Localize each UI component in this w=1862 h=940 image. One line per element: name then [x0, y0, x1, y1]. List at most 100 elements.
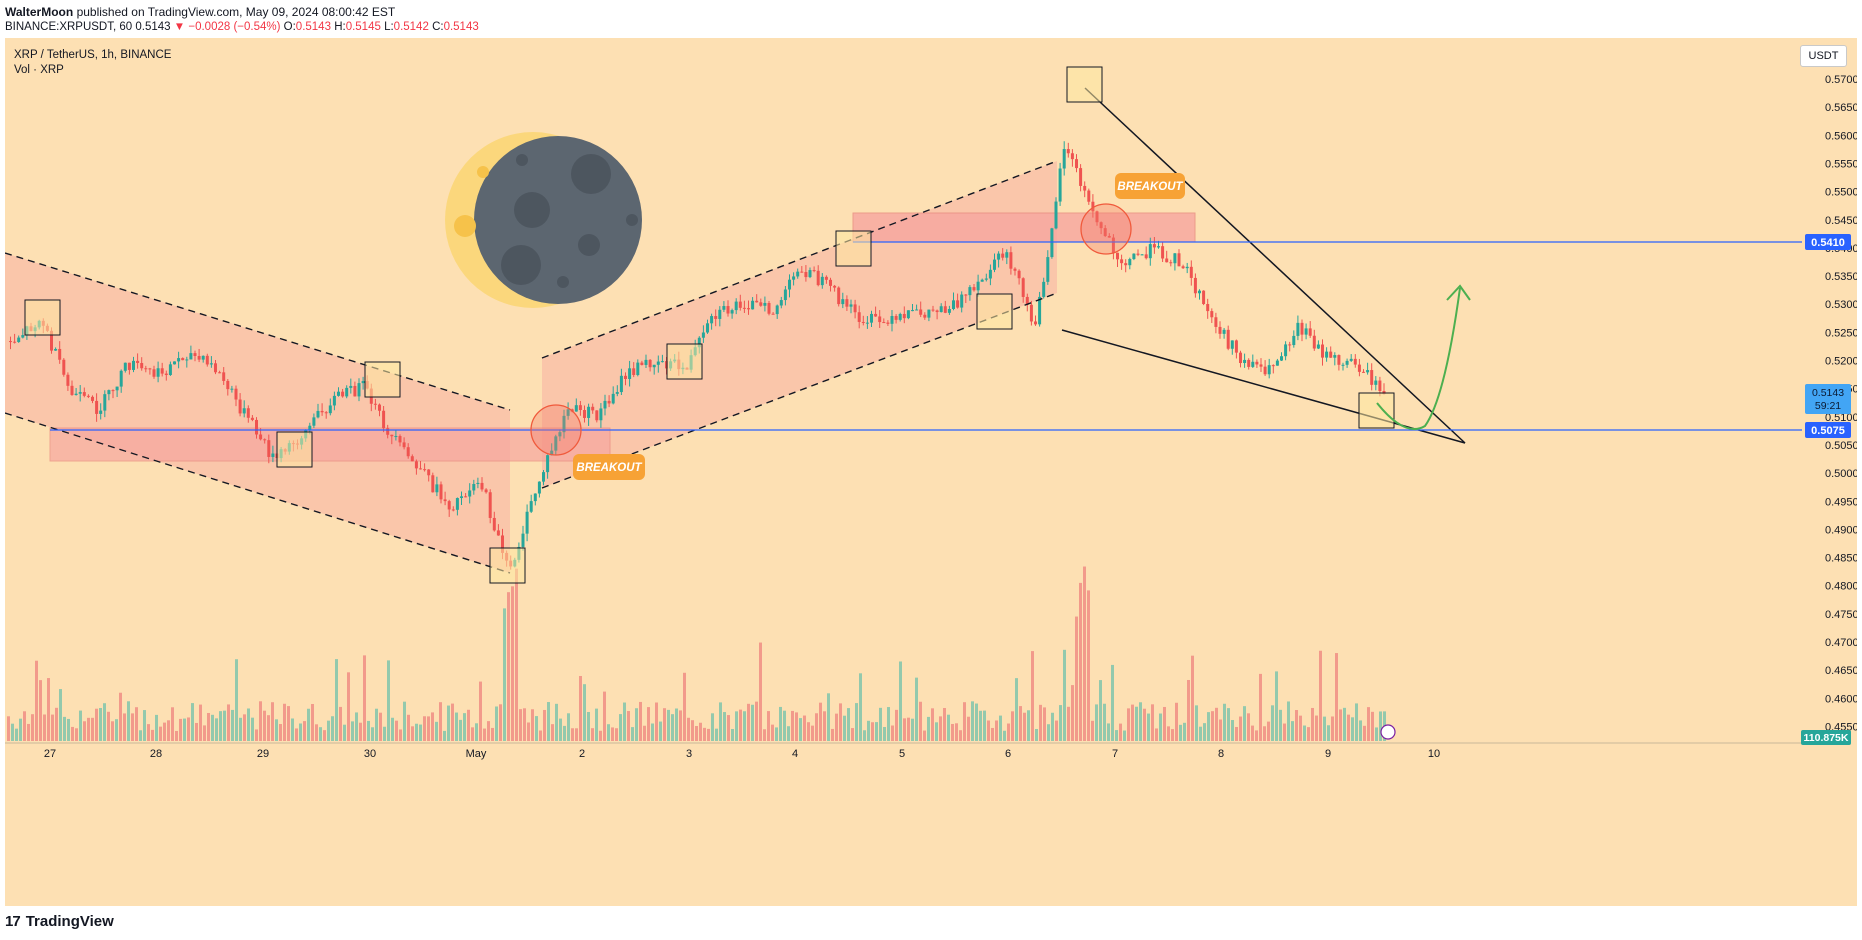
volume-bar [43, 714, 46, 741]
candle-body [1001, 253, 1005, 258]
candle-body [177, 358, 181, 362]
candle-body [537, 481, 541, 494]
candle-body [1234, 340, 1238, 353]
candle-body [386, 428, 390, 435]
volume-bar [1123, 730, 1126, 741]
candle-body [521, 533, 525, 547]
price-chart[interactable]: BREAKOUT BREAKOUT 0.5700 0.5650 0.5600 0.555… [5, 38, 1857, 906]
volume-bar [951, 723, 954, 741]
candle-body [496, 530, 500, 536]
volume-bar [1187, 679, 1190, 741]
volume-bar [939, 716, 942, 741]
volume-bar [983, 710, 986, 741]
time-axis[interactable]: 27 28 29 30 May 2 3 4 5 6 7 8 9 10 [5, 742, 1802, 760]
candle-body [1349, 358, 1353, 361]
volume-bar [179, 718, 182, 741]
candle-body [1226, 329, 1230, 349]
candle-body [111, 390, 115, 392]
candle-body [878, 316, 882, 323]
candle-body [451, 509, 455, 511]
candle-body [595, 410, 599, 421]
volume-bar [1127, 708, 1130, 741]
candle-body [554, 436, 558, 451]
candle-body [234, 388, 238, 400]
currency-badge[interactable]: USDT [1800, 45, 1847, 67]
author-name[interactable]: WalterMoon [5, 5, 74, 19]
candle-body [140, 363, 144, 369]
volume-bar [387, 660, 390, 741]
volume-bar [499, 704, 502, 741]
candle-body [382, 410, 386, 429]
candle-body [259, 434, 263, 440]
volume-bar [111, 721, 114, 741]
candle-body [472, 483, 476, 491]
candle-body [238, 399, 242, 414]
volume-bar [279, 724, 282, 741]
volume-bar [1019, 706, 1022, 741]
volume-value-tag [1801, 730, 1851, 745]
drawings-layer: BREAKOUT BREAKOUT [5, 66, 1802, 584]
volume-bar [1255, 730, 1258, 741]
candle-body [833, 285, 837, 288]
candle-body [308, 425, 312, 431]
candle-body [562, 415, 566, 433]
candle-body [1017, 270, 1021, 279]
candle-body [710, 316, 714, 324]
candle-body [652, 364, 656, 368]
volume-bar [615, 728, 618, 741]
candle-body [1116, 252, 1119, 260]
volume-bar [859, 673, 862, 741]
price-change: −0.0028 (−0.54%) [188, 21, 281, 33]
chart-background [5, 38, 1857, 906]
volume-bar [1167, 726, 1170, 741]
candle-body [1148, 244, 1152, 259]
candle-body [718, 309, 722, 319]
candle-body [1251, 361, 1255, 367]
price-axis[interactable]: 0.5700 0.5650 0.5600 0.5550 0.5500 0.5450 0.54… [1802, 38, 1857, 906]
candle-body [390, 434, 394, 437]
candle-body [468, 490, 472, 497]
candle-body [1091, 201, 1095, 212]
candle-body [205, 355, 209, 365]
candle-body [1185, 266, 1189, 269]
candle-body [1218, 326, 1222, 334]
volume-bar [239, 717, 242, 741]
volume-legend[interactable]: Vol · XRP [14, 64, 64, 76]
candle-body [533, 493, 537, 502]
candle-body [226, 380, 230, 390]
volume-bar [755, 701, 758, 741]
volume-bar [507, 592, 510, 741]
price-tick-label: 0.5000 [1825, 468, 1857, 480]
high-value: 0.5145 [345, 21, 381, 33]
candle-body [1013, 268, 1017, 271]
volume-bar [143, 710, 146, 741]
candle-body [1308, 328, 1312, 336]
volume-bar [1287, 701, 1290, 741]
volume-bar [803, 715, 806, 741]
tradingview-logo[interactable]: 17 TradingView [5, 913, 114, 930]
chart-legend[interactable]: XRP / TetherUS, 1h, BINANCE [14, 49, 172, 61]
candle-body [160, 368, 164, 374]
volume-bar [295, 728, 298, 741]
volume-bar [439, 702, 442, 741]
volume-bar [823, 711, 826, 741]
volume-bar [1027, 710, 1030, 741]
projection-arrow [1376, 287, 1461, 431]
volume-bar [723, 712, 726, 741]
candle-body [906, 310, 910, 319]
volume-bar [255, 729, 258, 741]
volume-bar [1311, 707, 1314, 741]
candle-body [193, 353, 197, 356]
time-tick-label: 10 [1428, 748, 1440, 760]
candle-body [1025, 296, 1029, 305]
candle-body [660, 361, 664, 363]
candle-body [1206, 304, 1210, 312]
volume-bar [771, 724, 774, 741]
volume-bar [207, 712, 210, 741]
volume-bar [855, 703, 858, 741]
volume-bar [171, 707, 174, 741]
candle-body [1198, 290, 1201, 294]
candle-body [1193, 277, 1197, 294]
volume-bar [163, 722, 166, 741]
volume-bar [359, 722, 362, 741]
